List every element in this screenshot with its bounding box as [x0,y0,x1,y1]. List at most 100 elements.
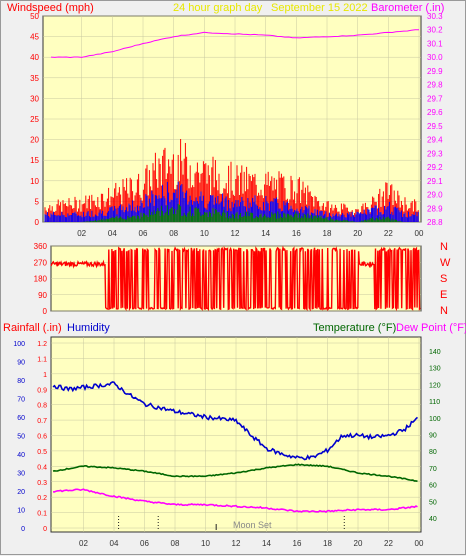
direction-tick-label: 270 [34,258,48,267]
direction-tick-label: 0 [43,307,48,316]
hour-tick-label: 16 [293,539,302,548]
barometer-tick-label: 29.9 [427,67,443,76]
humidity-tick-label: 40 [17,452,25,459]
humidity-line [52,381,419,461]
hour-tick-label: 14 [262,539,271,548]
barometer-tick-label: 29.8 [427,81,443,90]
wind-tick-label: 15 [30,156,39,165]
hour-tick-label: 18 [323,229,332,238]
hour-tick-label: 08 [171,539,180,548]
hour-tick-label: 10 [200,229,209,238]
rain-tick-label: 1.2 [37,341,47,348]
temp-tick-label: 130 [429,366,441,373]
temp-data [52,381,419,530]
rain-tick-label: 0.4 [37,464,47,471]
barometer-tick-label: 29.4 [427,136,443,145]
barometer-tick-label: 29.7 [427,94,443,103]
humidity-label: Humidity [67,322,110,334]
temp-tick-label: 100 [429,416,441,423]
rain-tick-label: 1 [43,372,47,379]
hour-tick-label: 20 [354,539,363,548]
barometer-tick-label: 29.0 [427,191,443,200]
wind-tick-label: 40 [30,53,39,62]
direction-tick-label: 360 [34,242,48,251]
rain-tick-label: 0 [43,526,47,533]
barometer-label: Barometer (.in) [371,2,444,14]
humidity-tick-label: 50 [17,434,25,441]
hour-tick-label: 02 [77,229,86,238]
hour-tick-label: 08 [169,229,178,238]
temperature-line [52,463,418,483]
wind-tick-label: 5 [35,197,40,206]
barometer-tick-label: 29.6 [427,108,443,117]
direction-axes: 0 90 180 270 360 [34,242,48,316]
hour-tick-label: 12 [231,229,240,238]
direction-line [50,245,421,312]
hour-tick-label: 00 [415,229,424,238]
rain-tick-label: 0.8 [37,403,47,410]
humidity-tick-label: 0 [21,526,25,533]
direction-letter: S [440,273,447,285]
temp-tick-label: 40 [429,516,437,523]
wind-tick-label: 50 [30,12,39,21]
temp-tick-label: 110 [429,399,440,406]
barometer-tick-label: 29.2 [427,163,443,172]
temp-tick-label: 80 [429,449,437,456]
barometer-tick-label: 28.9 [427,204,443,213]
hour-tick-label: 22 [384,539,393,548]
wind-tick-label: 25 [30,115,39,124]
humidity-tick-label: 100 [13,341,25,348]
barometer-tick-label: 30.2 [427,26,443,35]
hour-tick-label: 14 [261,229,270,238]
barometer-tick-label: 30.0 [427,53,443,62]
rain-tick-label: 1.1 [37,356,47,363]
humidity-tick-label: 20 [17,489,25,496]
graph-title: 24 hour graph day [173,2,263,14]
temp-axes: 010203040506070809010000.10.20.30.40.50.… [13,341,440,548]
hour-tick-label: 04 [108,229,117,238]
barometer-tick-label: 30.3 [427,12,443,21]
barometer-tick-label: 28.8 [427,218,443,227]
dewpoint-line [52,488,418,513]
barometer-line [50,29,420,59]
rainfall-label: Rainfall (.in) [3,322,62,334]
wind-tick-label: 0 [35,218,40,227]
temp-tick-label: 120 [429,382,441,389]
temp-tick-label: 50 [429,499,437,506]
wind-axes: 0 5 10 15 20 25 30 35 40 45 50 28.8 28.9 29.0 29.1 29.2… [30,12,443,238]
wind-data [44,29,420,222]
hour-tick-label: 02 [79,539,88,548]
rain-tick-label: 0.6 [37,434,47,441]
barometer-tick-label: 29.3 [427,149,443,158]
barometer-tick-label: 29.5 [427,122,443,131]
hour-tick-label: 04 [110,539,119,548]
wind-tick-label: 45 [30,33,39,42]
hour-tick-label: 00 [415,539,424,548]
humidity-tick-label: 60 [17,415,25,422]
direction-tick-label: 180 [34,275,48,284]
rain-tick-label: 0.3 [37,480,47,487]
dewpoint-label: Dew Point (°F) [396,322,466,334]
graph-date: September 15 2022 [271,2,368,14]
direction-letter: N [440,241,448,253]
barometer-tick-label: 30.1 [427,39,443,48]
humidity-tick-label: 30 [17,471,25,478]
rain-tick-label: 0.2 [37,495,47,502]
hour-tick-label: 16 [292,229,301,238]
wind-tick-label: 10 [30,177,39,186]
temp-tick-label: 90 [429,433,437,440]
hour-tick-label: 10 [201,539,210,548]
direction-letter: W [440,257,451,269]
direction-letter: E [440,289,447,301]
hour-tick-label: 06 [139,229,148,238]
direction-letter: N [440,305,448,317]
wind-tick-label: 30 [30,94,39,103]
hour-tick-label: 22 [384,229,393,238]
hour-tick-label: 20 [353,229,362,238]
hour-tick-label: 12 [232,539,241,548]
rain-tick-label: 0.5 [37,449,47,456]
humidity-tick-label: 70 [17,397,25,404]
humidity-tick-label: 90 [17,360,25,367]
